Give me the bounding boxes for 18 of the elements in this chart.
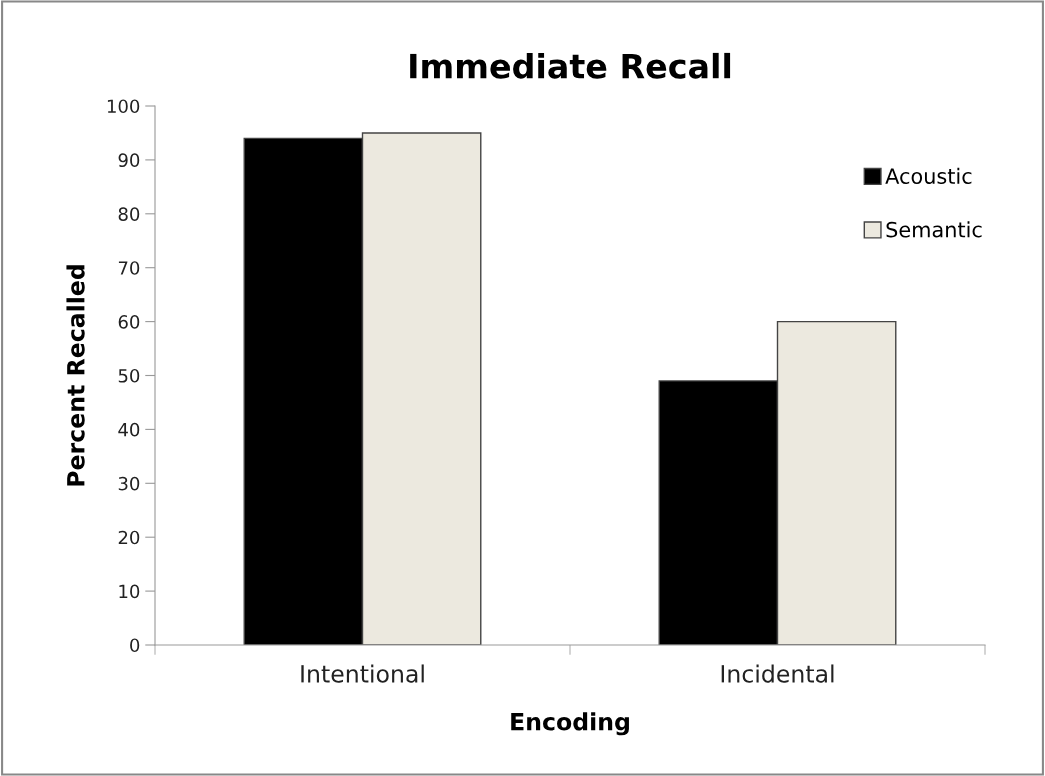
legend-label: Acoustic <box>885 167 972 184</box>
y-tick-label: 70 <box>118 261 140 275</box>
y-tick-label: 60 <box>118 315 140 329</box>
y-tick-label: 20 <box>118 530 140 545</box>
y-tick-label: 40 <box>118 422 140 437</box>
y-tick-label: 50 <box>118 368 140 383</box>
y-tick-label: 10 <box>119 584 140 599</box>
legend-label: Semantic <box>886 221 982 238</box>
y-tick-label: 30 <box>118 476 140 491</box>
y-tick-label: 100 <box>107 99 140 114</box>
y-tick-label: 90 <box>118 153 140 168</box>
chart-title: Immediate Recall <box>410 52 731 79</box>
x-axis-title: Encoding <box>511 712 629 736</box>
x-tick-label: Incidental <box>721 664 834 683</box>
y-tick-label: 0 <box>130 638 140 653</box>
y-tick-label: 80 <box>118 207 140 221</box>
y-axis-title: Percent Recalled <box>66 265 85 486</box>
x-tick-label: Intentional <box>301 664 424 683</box>
